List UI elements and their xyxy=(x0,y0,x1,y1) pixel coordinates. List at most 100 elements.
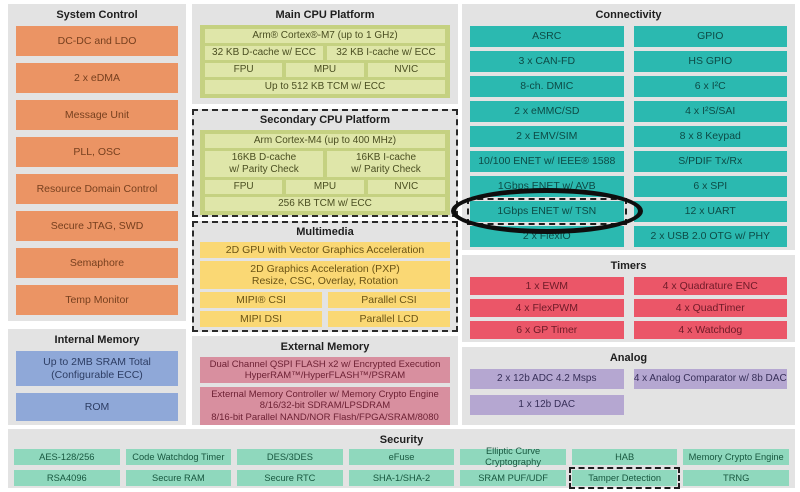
section-title-multimedia: Multimedia xyxy=(296,226,354,238)
block-quadtimer: 4 x QuadTimer xyxy=(633,299,787,317)
block-enet-tsn: 1Gbps ENET w/ TSN xyxy=(467,198,627,225)
section-analog: Analog 2 x 12b ADC 4.2 Msps 4 x Analog C… xyxy=(462,347,795,425)
section-title-external-memory: External Memory xyxy=(280,341,370,353)
block-rom: ROM xyxy=(16,393,178,421)
block-parallel-lcd: Parallel LCD xyxy=(328,311,450,327)
block-pxp: 2D Graphics Acceleration (PXP) Resize, C… xyxy=(200,261,450,289)
timers-blocks: 1 x EWM 4 x Quadrature ENC 4 x FlexPWM 4… xyxy=(470,277,787,339)
external-memory-blocks: Dual Channel QSPI FLASH x2 w/ Encrypted … xyxy=(200,357,450,425)
section-title-main-cpu: Main CPU Platform xyxy=(275,9,375,21)
block-uart: 12 x UART xyxy=(633,201,787,222)
security-blocks: AES-128/256 Code Watchdog Timer DES/3DES… xyxy=(14,446,789,489)
block-flexio: 2 x FlexIO xyxy=(470,226,624,247)
block-memory-crypto-engine: Memory Crypto Engine xyxy=(683,449,789,465)
multimedia-blocks: 2D GPU with Vector Graphics Acceleration… xyxy=(200,242,450,327)
block-quadrature-enc: 4 x Quadrature ENC xyxy=(633,277,787,295)
block-gp-timer: 6 x GP Timer xyxy=(470,321,624,339)
block-message-unit: Message Unit xyxy=(16,100,178,130)
block-adc: 2 x 12b ADC 4.2 Msps xyxy=(470,369,624,389)
block-hs-gpio: HS GPIO xyxy=(633,51,787,72)
block-m7-nvic: NVIC xyxy=(367,63,445,77)
block-enet-1588: 10/100 ENET w/ IEEE® 1588 xyxy=(470,151,624,172)
block-efuse: eFuse xyxy=(348,449,455,465)
block-m4-nvic: NVIC xyxy=(367,180,445,194)
block-m7-dcache: 32 KB D-cache w/ ECC xyxy=(205,46,323,60)
block-emvsim: 2 x EMV/SIM xyxy=(470,126,624,147)
section-title-secondary-cpu: Secondary CPU Platform xyxy=(259,114,391,126)
system-control-blocks: DC-DC and LDO 2 x eDMA Message Unit PLL,… xyxy=(16,26,178,315)
block-hab: HAB xyxy=(571,449,678,465)
block-asrc: ASRC xyxy=(470,26,624,47)
block-spi: 6 x SPI xyxy=(633,176,787,197)
internal-memory-blocks: Up to 2MB SRAM Total (Configurable ECC) … xyxy=(16,351,178,421)
block-m7-tcm: Up to 512 KB TCM w/ ECC xyxy=(205,80,445,94)
section-title-security: Security xyxy=(379,434,424,446)
section-connectivity: Connectivity ASRC GPIO 3 x CAN-FD HS GPI… xyxy=(462,4,795,250)
block-cortex-m4: Arm Cortex-M4 (up to 400 MHz) xyxy=(205,134,445,148)
block-dc-dc-ldo: DC-DC and LDO xyxy=(16,26,178,56)
block-usb-otg: 2 x USB 2.0 OTG w/ PHY xyxy=(633,226,787,247)
section-title-analog: Analog xyxy=(609,352,648,364)
section-main-cpu-platform: Main CPU Platform Arm® Cortex®-M7 (up to… xyxy=(192,4,458,104)
block-emmc-sd: 2 x eMMC/SD xyxy=(470,101,624,122)
section-internal-memory: Internal Memory Up to 2MB SRAM Total (Co… xyxy=(8,329,186,425)
block-sram-puf-udf: SRAM PUF/UDF xyxy=(460,470,566,486)
block-analog-comparator: 4 x Analog Comparator w/ 8b DAC xyxy=(633,369,787,389)
block-trng: TRNG xyxy=(683,470,789,486)
block-code-watchdog-timer: Code Watchdog Timer xyxy=(125,449,232,465)
section-security: Security AES-128/256 Code Watchdog Timer… xyxy=(8,429,795,489)
main-cpu-container: Arm® Cortex®-M7 (up to 1 GHz) 32 KB D-ca… xyxy=(200,25,450,98)
section-timers: Timers 1 x EWM 4 x Quadrature ENC 4 x Fl… xyxy=(462,255,795,342)
block-resource-domain-control: Resource Domain Control xyxy=(16,174,178,204)
block-2d-gpu: 2D GPU with Vector Graphics Acceleration xyxy=(200,242,450,258)
section-title-connectivity: Connectivity xyxy=(595,9,662,21)
block-secure-jtag-swd: Secure JTAG, SWD xyxy=(16,211,178,241)
connectivity-blocks: ASRC GPIO 3 x CAN-FD HS GPIO 8-ch. DMIC … xyxy=(467,26,787,247)
block-secure-rtc: Secure RTC xyxy=(237,470,343,486)
block-des-3des: DES/3DES xyxy=(237,449,343,465)
block-spdif: S/PDIF Tx/Rx xyxy=(633,151,787,172)
block-m7-icache: 32 KB I-cache w/ ECC xyxy=(327,46,445,60)
section-secondary-cpu-platform: Secondary CPU Platform Arm Cortex-M4 (up… xyxy=(192,109,458,217)
block-qspi-flash: Dual Channel QSPI FLASH x2 w/ Encrypted … xyxy=(200,357,450,383)
section-external-memory: External Memory Dual Channel QSPI FLASH … xyxy=(192,336,458,425)
section-title-system-control: System Control xyxy=(56,9,138,21)
block-enet-avb: 1Gbps ENET w/ AVB xyxy=(470,176,624,197)
block-semaphore: Semaphore xyxy=(16,248,178,278)
block-dmic: 8-ch. DMIC xyxy=(470,76,624,97)
block-m4-mpu: MPU xyxy=(286,180,364,194)
block-keypad: 8 x 8 Keypad xyxy=(633,126,787,147)
block-watchdog: 4 x Watchdog xyxy=(633,321,787,339)
block-i2c: 6 x I²C xyxy=(633,76,787,97)
block-dac: 1 x 12b DAC xyxy=(470,395,624,415)
block-ewm: 1 x EWM xyxy=(470,277,624,295)
block-m4-dcache: 16KB D-cache w/ Parity Check xyxy=(205,151,323,177)
block-temp-monitor: Temp Monitor xyxy=(16,285,178,315)
block-flexpwm: 4 x FlexPWM xyxy=(470,299,624,317)
block-sram: Up to 2MB SRAM Total (Configurable ECC) xyxy=(16,351,178,386)
block-cortex-m7: Arm® Cortex®-M7 (up to 1 GHz) xyxy=(205,29,445,43)
block-i2s-sai: 4 x I²S/SAI xyxy=(633,101,787,122)
block-elliptic-curve-cryptography: Elliptic Curve Cryptography xyxy=(460,446,566,467)
block-m4-icache: 16KB I-cache w/ Parity Check xyxy=(327,151,445,177)
block-parallel-csi: Parallel CSI xyxy=(328,292,450,308)
block-pll-osc: PLL, OSC xyxy=(16,137,178,167)
block-m7-fpu: FPU xyxy=(205,63,283,77)
block-aes: AES-128/256 xyxy=(14,449,120,465)
block-mipi-csi: MIPI® CSI xyxy=(200,292,322,308)
block-secure-ram: Secure RAM xyxy=(125,470,232,486)
block-m4-fpu: FPU xyxy=(205,180,283,194)
section-title-timers: Timers xyxy=(610,260,647,272)
block-m7-mpu: MPU xyxy=(286,63,364,77)
block-m4-tcm: 256 KB TCM w/ ECC xyxy=(205,197,445,211)
section-system-control: System Control DC-DC and LDO 2 x eDMA Me… xyxy=(8,4,186,321)
block-gpio: GPIO xyxy=(633,26,787,47)
block-external-memory-controller: External Memory Controller w/ Memory Cry… xyxy=(200,387,450,425)
section-multimedia: Multimedia 2D GPU with Vector Graphics A… xyxy=(192,221,458,332)
analog-blocks: 2 x 12b ADC 4.2 Msps 4 x Analog Comparat… xyxy=(470,369,787,415)
secondary-cpu-container: Arm Cortex-M4 (up to 400 MHz) 16KB D-cac… xyxy=(200,130,450,215)
block-mipi-dsi: MIPI DSI xyxy=(200,311,322,327)
block-can-fd: 3 x CAN-FD xyxy=(470,51,624,72)
section-title-internal-memory: Internal Memory xyxy=(54,334,140,346)
